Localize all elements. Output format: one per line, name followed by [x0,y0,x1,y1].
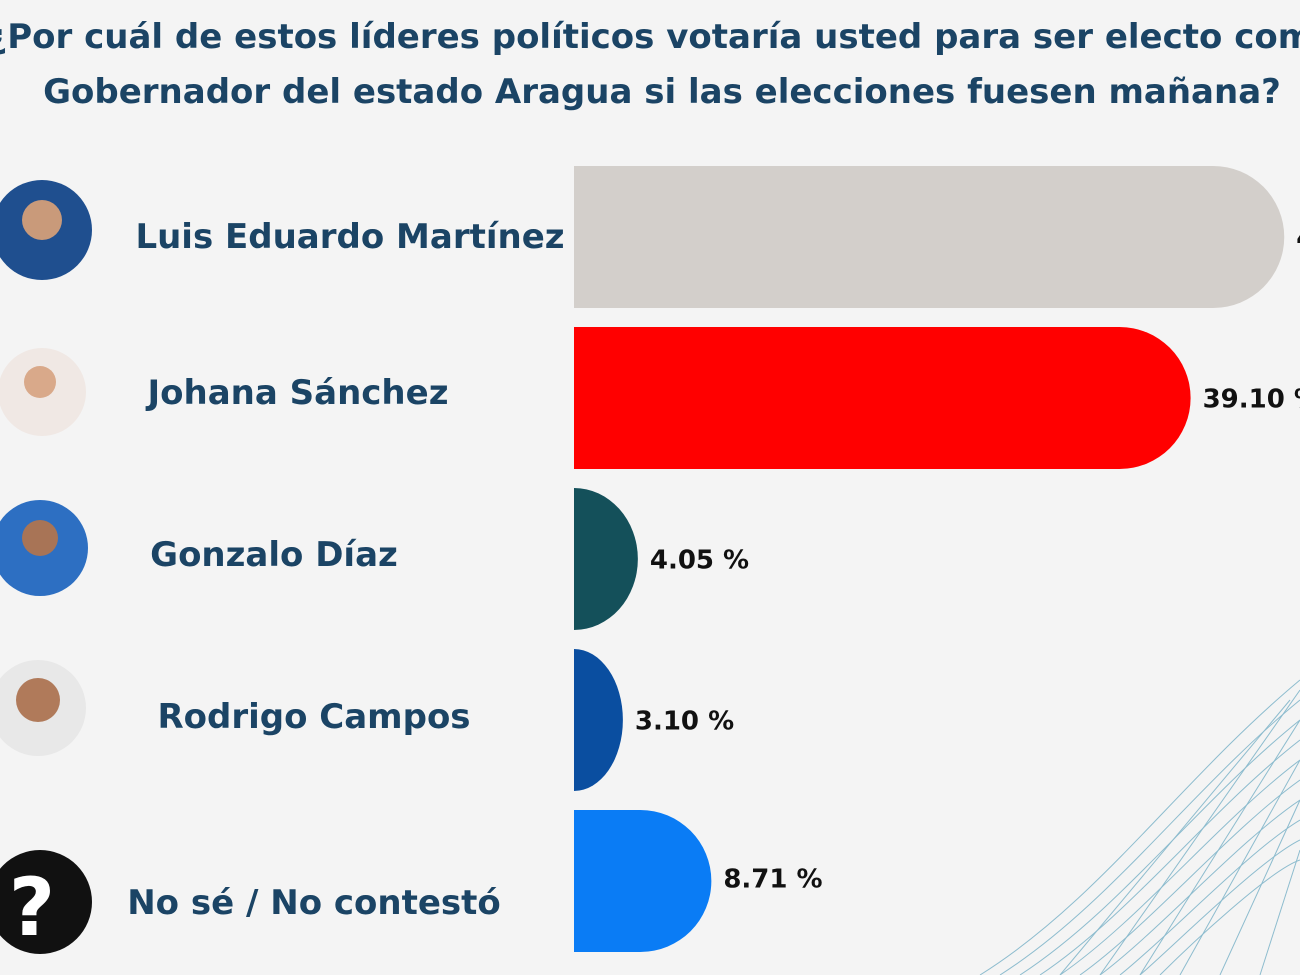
value-label: 3.10 % [635,707,734,737]
category-label: Johana Sánchez [146,373,449,413]
avatar-face [16,678,60,722]
value-label: 39.10 % [1203,385,1300,415]
bar [574,810,712,952]
bar [574,327,1191,469]
chart-title: Gobernador del estado Aragua si las elec… [43,72,1281,112]
value-label: 45.04 % [1296,224,1300,254]
question-mark: ? [9,861,55,954]
category-label: Gonzalo Díaz [150,535,398,575]
value-label: 8.71 % [723,865,822,895]
avatar-face [22,520,58,556]
avatars: ? [0,180,92,954]
avatar-face [24,366,56,398]
bar [574,488,638,630]
bar [574,166,1285,308]
category-label: No sé / No contestó [127,883,501,923]
question-icon [0,850,92,954]
decoration-mesh [979,679,1300,975]
value-label: 4.05 % [650,546,749,576]
bar [574,649,623,791]
category-label: Luis Eduardo Martínez [135,217,564,257]
chart-title: ¿Por cuál de estos líderes políticos vot… [0,17,1300,57]
category-label: Rodrigo Campos [157,697,470,737]
avatar-face [22,200,62,240]
